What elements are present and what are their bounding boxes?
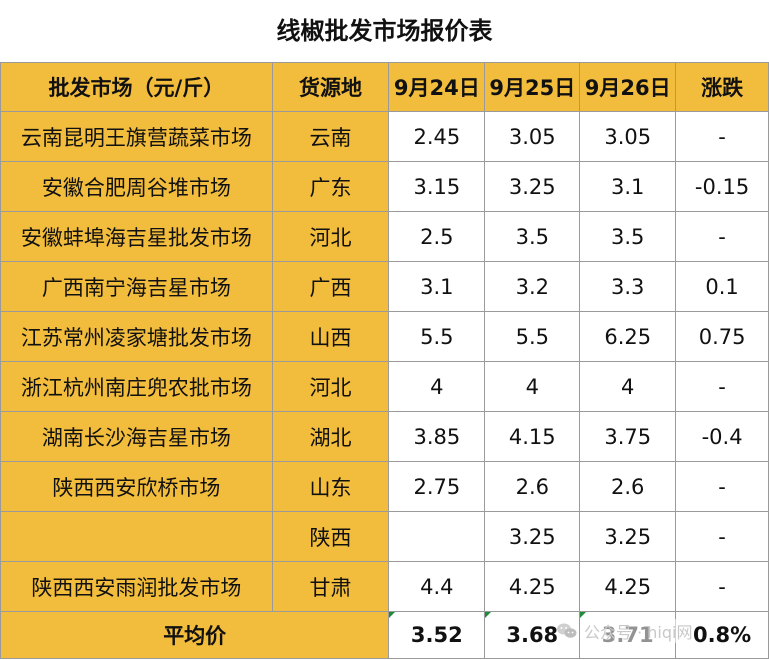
price-cell: 4.25 [484, 561, 581, 612]
change-cell: 0.75 [675, 311, 769, 362]
change-cell: 0.1 [675, 261, 769, 312]
origin-cell: 云南 [271, 111, 390, 162]
price-cell: 2.45 [388, 111, 486, 162]
market-cell: 湖南长沙海吉星市场 [0, 411, 273, 462]
change-cell: - [675, 561, 769, 612]
average-price-cell: 3.68 [484, 611, 581, 659]
table-row: 云南昆明王旗营蔬菜市场 云南 2.45 3.05 3.05 - [0, 111, 769, 162]
price-cell: 3.25 [579, 511, 677, 562]
table-row: 湖南长沙海吉星市场 湖北 3.85 4.15 3.75 -0.4 [0, 411, 769, 462]
price-cell: 3.15 [388, 161, 486, 212]
market-cell: 陕西西安欣桥市场 [0, 461, 273, 512]
price-cell: 4.15 [484, 411, 581, 462]
table-row: 安徽合肥周谷堆市场 广东 3.15 3.25 3.1 -0.15 [0, 161, 769, 212]
change-cell: - [675, 461, 769, 512]
price-cell: 4 [579, 361, 677, 412]
table-row: 浙江杭州南庄兜农批市场 河北 4 4 4 - [0, 361, 769, 412]
page-title: 线椒批发市场报价表 [276, 17, 493, 45]
price-cell: 3.05 [579, 111, 677, 162]
table-row: 广西南宁海吉星市场 广西 3.1 3.2 3.3 0.1 [0, 261, 769, 312]
change-cell: -0.4 [675, 411, 769, 462]
market-cell: 浙江杭州南庄兜农批市场 [0, 361, 273, 412]
price-cell: 3.5 [579, 211, 677, 262]
price-cell: 3.1 [579, 161, 677, 212]
origin-cell: 山东 [271, 461, 390, 512]
header-change: 涨跌 [675, 62, 769, 112]
price-cell: 3.05 [484, 111, 581, 162]
price-table: 批发市场（元/斤） 货源地 9月24日 9月25日 9月26日 涨跌 云南昆明王… [0, 62, 769, 659]
header-date-2: 9月25日 [484, 62, 581, 112]
market-cell: 江苏常州凌家塘批发市场 [0, 311, 273, 362]
header-date-1: 9月24日 [388, 62, 486, 112]
origin-cell: 广西 [271, 261, 390, 312]
price-cell: 3.25 [484, 511, 581, 562]
table-row: 安徽蚌埠海吉星批发市场 河北 2.5 3.5 3.5 - [0, 211, 769, 262]
price-cell: 4.25 [579, 561, 677, 612]
price-cell: 3.1 [388, 261, 486, 312]
price-cell: 2.75 [388, 461, 486, 512]
average-price-cell: 3.52 [388, 611, 486, 659]
price-cell: 5.5 [388, 311, 486, 362]
price-cell: 2.6 [579, 461, 677, 512]
price-cell [388, 511, 486, 562]
market-cell: 安徽合肥周谷堆市场 [0, 161, 273, 212]
table-row: 陕西西安欣桥市场 山东 2.75 2.6 2.6 - [0, 461, 769, 512]
header-row: 批发市场（元/斤） 货源地 9月24日 9月25日 9月26日 涨跌 [0, 62, 769, 112]
price-cell: 3.25 [484, 161, 581, 212]
market-cell: 云南昆明王旗营蔬菜市场 [0, 111, 273, 162]
header-origin: 货源地 [271, 62, 390, 112]
price-cell: 4 [388, 361, 486, 412]
price-cell: 6.25 [579, 311, 677, 362]
origin-cell: 广东 [271, 161, 390, 212]
market-cell: 陕西西安雨润批发市场 [0, 561, 273, 612]
change-cell: -0.15 [675, 161, 769, 212]
market-cell: 安徽蚌埠海吉星批发市场 [0, 211, 273, 262]
price-cell: 3.85 [388, 411, 486, 462]
price-cell: 5.5 [484, 311, 581, 362]
origin-cell: 甘肃 [271, 561, 390, 612]
price-cell: 3.75 [579, 411, 677, 462]
price-cell: 4 [484, 361, 581, 412]
table-row: 陕西 3.25 3.25 - [0, 511, 769, 562]
average-price-cell: 3.71 [579, 611, 677, 659]
header-market: 批发市场（元/斤） [0, 62, 273, 112]
price-cell: 2.5 [388, 211, 486, 262]
origin-cell: 山西 [271, 311, 390, 362]
origin-cell: 河北 [271, 361, 390, 412]
price-cell: 3.5 [484, 211, 581, 262]
average-label: 平均价 [0, 611, 390, 659]
change-cell: - [675, 511, 769, 562]
header-date-3: 9月26日 [579, 62, 677, 112]
average-change-cell: 0.8% [675, 611, 769, 659]
change-cell: - [675, 361, 769, 412]
origin-cell: 陕西 [271, 511, 390, 562]
price-cell: 4.4 [388, 561, 486, 612]
origin-cell: 河北 [271, 211, 390, 262]
price-cell: 3.3 [579, 261, 677, 312]
change-cell: - [675, 111, 769, 162]
table-row: 陕西西安雨润批发市场 甘肃 4.4 4.25 4.25 - [0, 561, 769, 612]
change-cell: - [675, 211, 769, 262]
average-row: 平均价 3.52 3.68 3.71 0.8% [0, 611, 769, 659]
table-row: 江苏常州凌家塘批发市场 山西 5.5 5.5 6.25 0.75 [0, 311, 769, 362]
market-cell: 广西南宁海吉星市场 [0, 261, 273, 312]
price-cell: 3.2 [484, 261, 581, 312]
origin-cell: 湖北 [271, 411, 390, 462]
market-cell [0, 511, 273, 562]
price-cell: 2.6 [484, 461, 581, 512]
